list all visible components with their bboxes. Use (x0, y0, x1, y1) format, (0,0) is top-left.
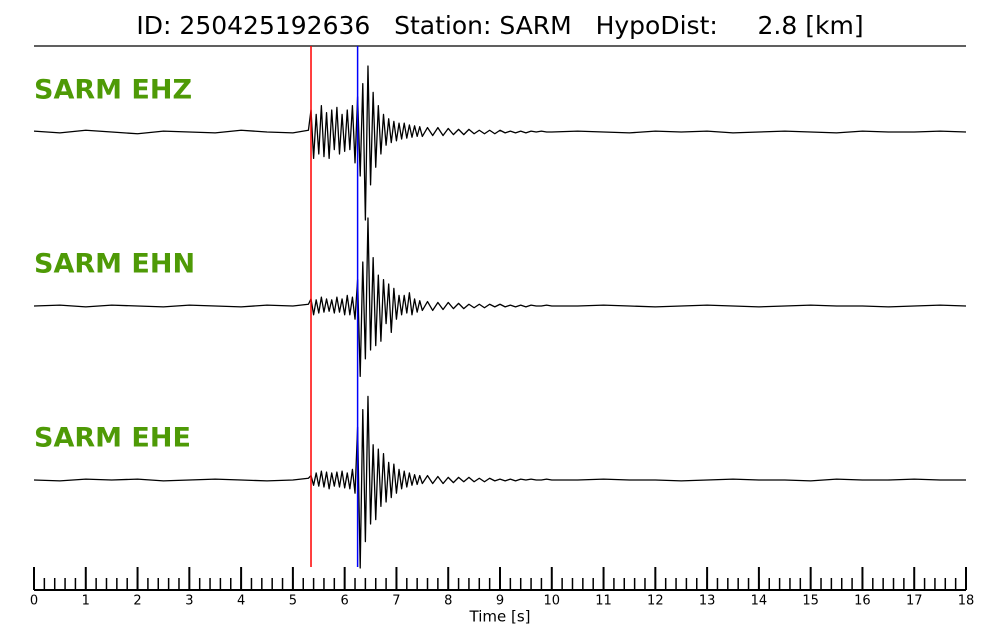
trace-label: SARM EHE (34, 423, 191, 454)
x-axis-label: Time [s] (469, 608, 531, 626)
x-tick-label: 13 (699, 594, 716, 609)
x-tick-label: 1 (82, 594, 90, 609)
x-tick-label: 10 (544, 594, 561, 609)
waveform (33, 217, 967, 378)
x-tick-label: 8 (444, 594, 452, 609)
x-tick-label: 14 (751, 594, 768, 609)
x-tick-label: 3 (185, 594, 193, 609)
x-tick-label: 0 (30, 594, 38, 609)
waveform (33, 395, 966, 569)
x-tick-label: 6 (341, 594, 349, 609)
x-tick-label: 17 (906, 594, 923, 609)
x-tick-label: 9 (496, 594, 504, 609)
x-tick-label: 5 (289, 594, 297, 609)
x-tick-label: 16 (854, 594, 871, 609)
x-tick-label: 15 (802, 594, 819, 609)
x-tick-label: 18 (958, 594, 975, 609)
waveform (33, 65, 967, 221)
x-tick-label: 4 (237, 594, 245, 609)
chart-title: ID: 250425192636 Station: SARM HypoDist:… (136, 11, 863, 40)
x-tick-label: 11 (595, 594, 612, 609)
x-tick-label: 2 (133, 594, 141, 609)
trace-label: SARM EHN (34, 249, 195, 280)
x-tick-label: 7 (392, 594, 400, 609)
trace-label: SARM EHZ (34, 75, 192, 106)
x-tick-label: 12 (647, 594, 664, 609)
